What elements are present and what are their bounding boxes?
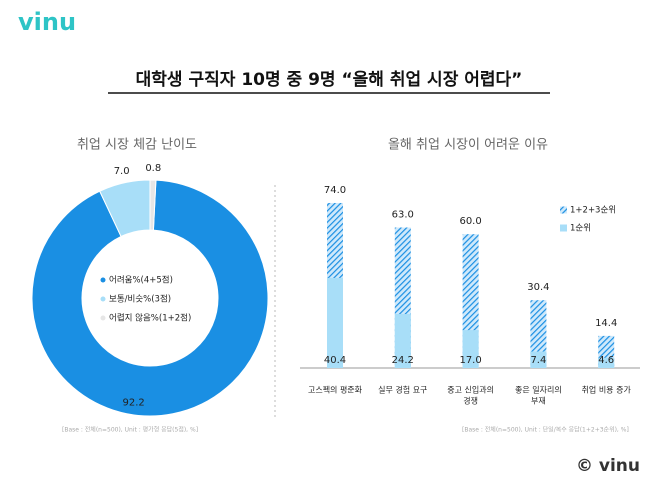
pie-slice bbox=[31, 179, 269, 417]
x-tick-label: 실무 경험 요구 bbox=[378, 385, 427, 395]
value-label: 14.4 bbox=[595, 318, 617, 329]
chart-title: 취업 시장 체감 난이도 bbox=[77, 138, 197, 153]
page-title: 대학생 구직자 10명 중 9명 “올해 취업 시장 어렵다” bbox=[136, 69, 523, 90]
legend-label: 어렵지 않음%(1+2점) bbox=[109, 313, 191, 324]
x-tick-label: 경쟁 bbox=[463, 396, 478, 406]
value-label: 4.6 bbox=[598, 355, 614, 366]
value-label: 60.0 bbox=[459, 216, 481, 227]
slice-label: 0.8 bbox=[145, 163, 161, 174]
bar bbox=[598, 357, 615, 368]
value-label: 74.0 bbox=[324, 185, 346, 196]
legend-swatch bbox=[560, 206, 567, 214]
legend-label: 어려움%(4+5점) bbox=[109, 275, 173, 286]
value-label: 63.0 bbox=[392, 210, 414, 221]
footnote: [Base : 전체(n=500), Unit : 단일/복수 응답(1+2+3… bbox=[462, 426, 629, 434]
bar bbox=[327, 277, 343, 368]
x-tick-label: 좋은 일자리의 bbox=[515, 385, 562, 395]
x-tick-label: 고스펙의 평준화 bbox=[308, 385, 363, 395]
bar bbox=[530, 351, 547, 368]
legend-label: 1순위 bbox=[570, 224, 591, 234]
bar bbox=[394, 314, 411, 368]
bar bbox=[530, 300, 547, 368]
x-tick-label: 중고 신입과의 bbox=[447, 385, 494, 395]
legend-swatch bbox=[100, 277, 106, 283]
value-label: 24.2 bbox=[392, 355, 414, 366]
slice-label: 7.0 bbox=[114, 166, 130, 177]
legend-label: 보통/비슷%(3점) bbox=[109, 294, 171, 305]
chart-title: 올해 취업 시장이 어려운 이유 bbox=[388, 138, 548, 153]
legend-swatch bbox=[100, 315, 106, 321]
brand-logo: vinu bbox=[18, 8, 76, 36]
x-tick-label: 부재 bbox=[531, 397, 546, 406]
footnote: [Base : 전체(n=500), Unit : 평가형 응답(5점), %] bbox=[62, 426, 198, 434]
copyright: © vinu bbox=[576, 456, 640, 476]
value-label: 30.4 bbox=[527, 282, 549, 293]
slice-label: 92.2 bbox=[122, 398, 144, 409]
value-label: 40.4 bbox=[324, 355, 346, 366]
legend-swatch bbox=[560, 224, 567, 232]
value-label: 7.4 bbox=[530, 355, 546, 366]
pie-slice bbox=[149, 179, 157, 231]
bar bbox=[462, 330, 479, 368]
x-tick-label: 취업 비용 증가 bbox=[582, 386, 632, 395]
legend-label: 1+2+3순위 bbox=[570, 206, 616, 216]
legend-swatch bbox=[100, 296, 106, 302]
value-label: 17.0 bbox=[459, 355, 481, 366]
